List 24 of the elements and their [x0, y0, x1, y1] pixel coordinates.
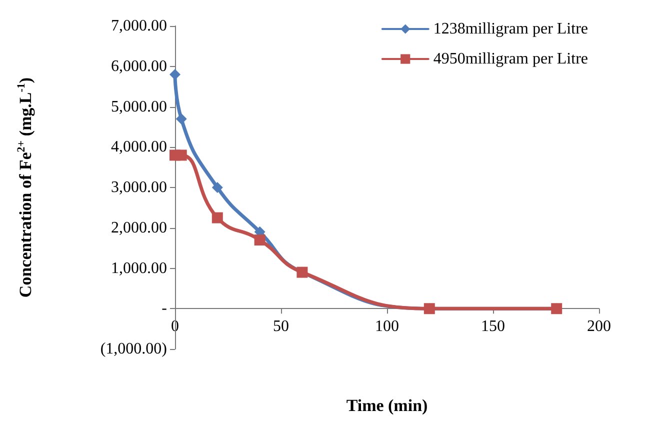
y-tick-label: 7,000.00	[111, 18, 167, 34]
y-tick-label: 1,000.00	[111, 260, 167, 277]
point	[212, 182, 223, 193]
y-tick-label: 2,000.00	[111, 219, 167, 236]
y-tick-label: 4,000.00	[111, 138, 167, 156]
y-tick-label: -	[162, 300, 167, 318]
x-tick-label: 50	[273, 318, 289, 336]
y-tick-label: 6,000.00	[111, 58, 167, 75]
legend-label: 4950milligram per Litre	[433, 50, 588, 68]
x-tick-label: 100	[375, 318, 399, 336]
y-tick-label: 3,000.00	[111, 179, 167, 196]
point	[176, 150, 187, 161]
point	[212, 212, 223, 224]
y-tick-label: (1,000.00)	[100, 340, 167, 358]
x-tick-label: 0	[171, 318, 179, 336]
y-tick-label: 5,000.00	[111, 98, 167, 116]
point	[254, 234, 266, 246]
point	[176, 113, 187, 124]
legend-label: 1238milligram per Litre	[433, 20, 588, 38]
y-axis-title: Concentration of Fe2+ (mg.L-1)	[16, 77, 35, 298]
x-axis-title: Time (min)	[346, 396, 428, 415]
x-tick-label: 200	[587, 318, 611, 336]
x-tick-label: 150	[481, 318, 505, 336]
point	[170, 68, 180, 80]
